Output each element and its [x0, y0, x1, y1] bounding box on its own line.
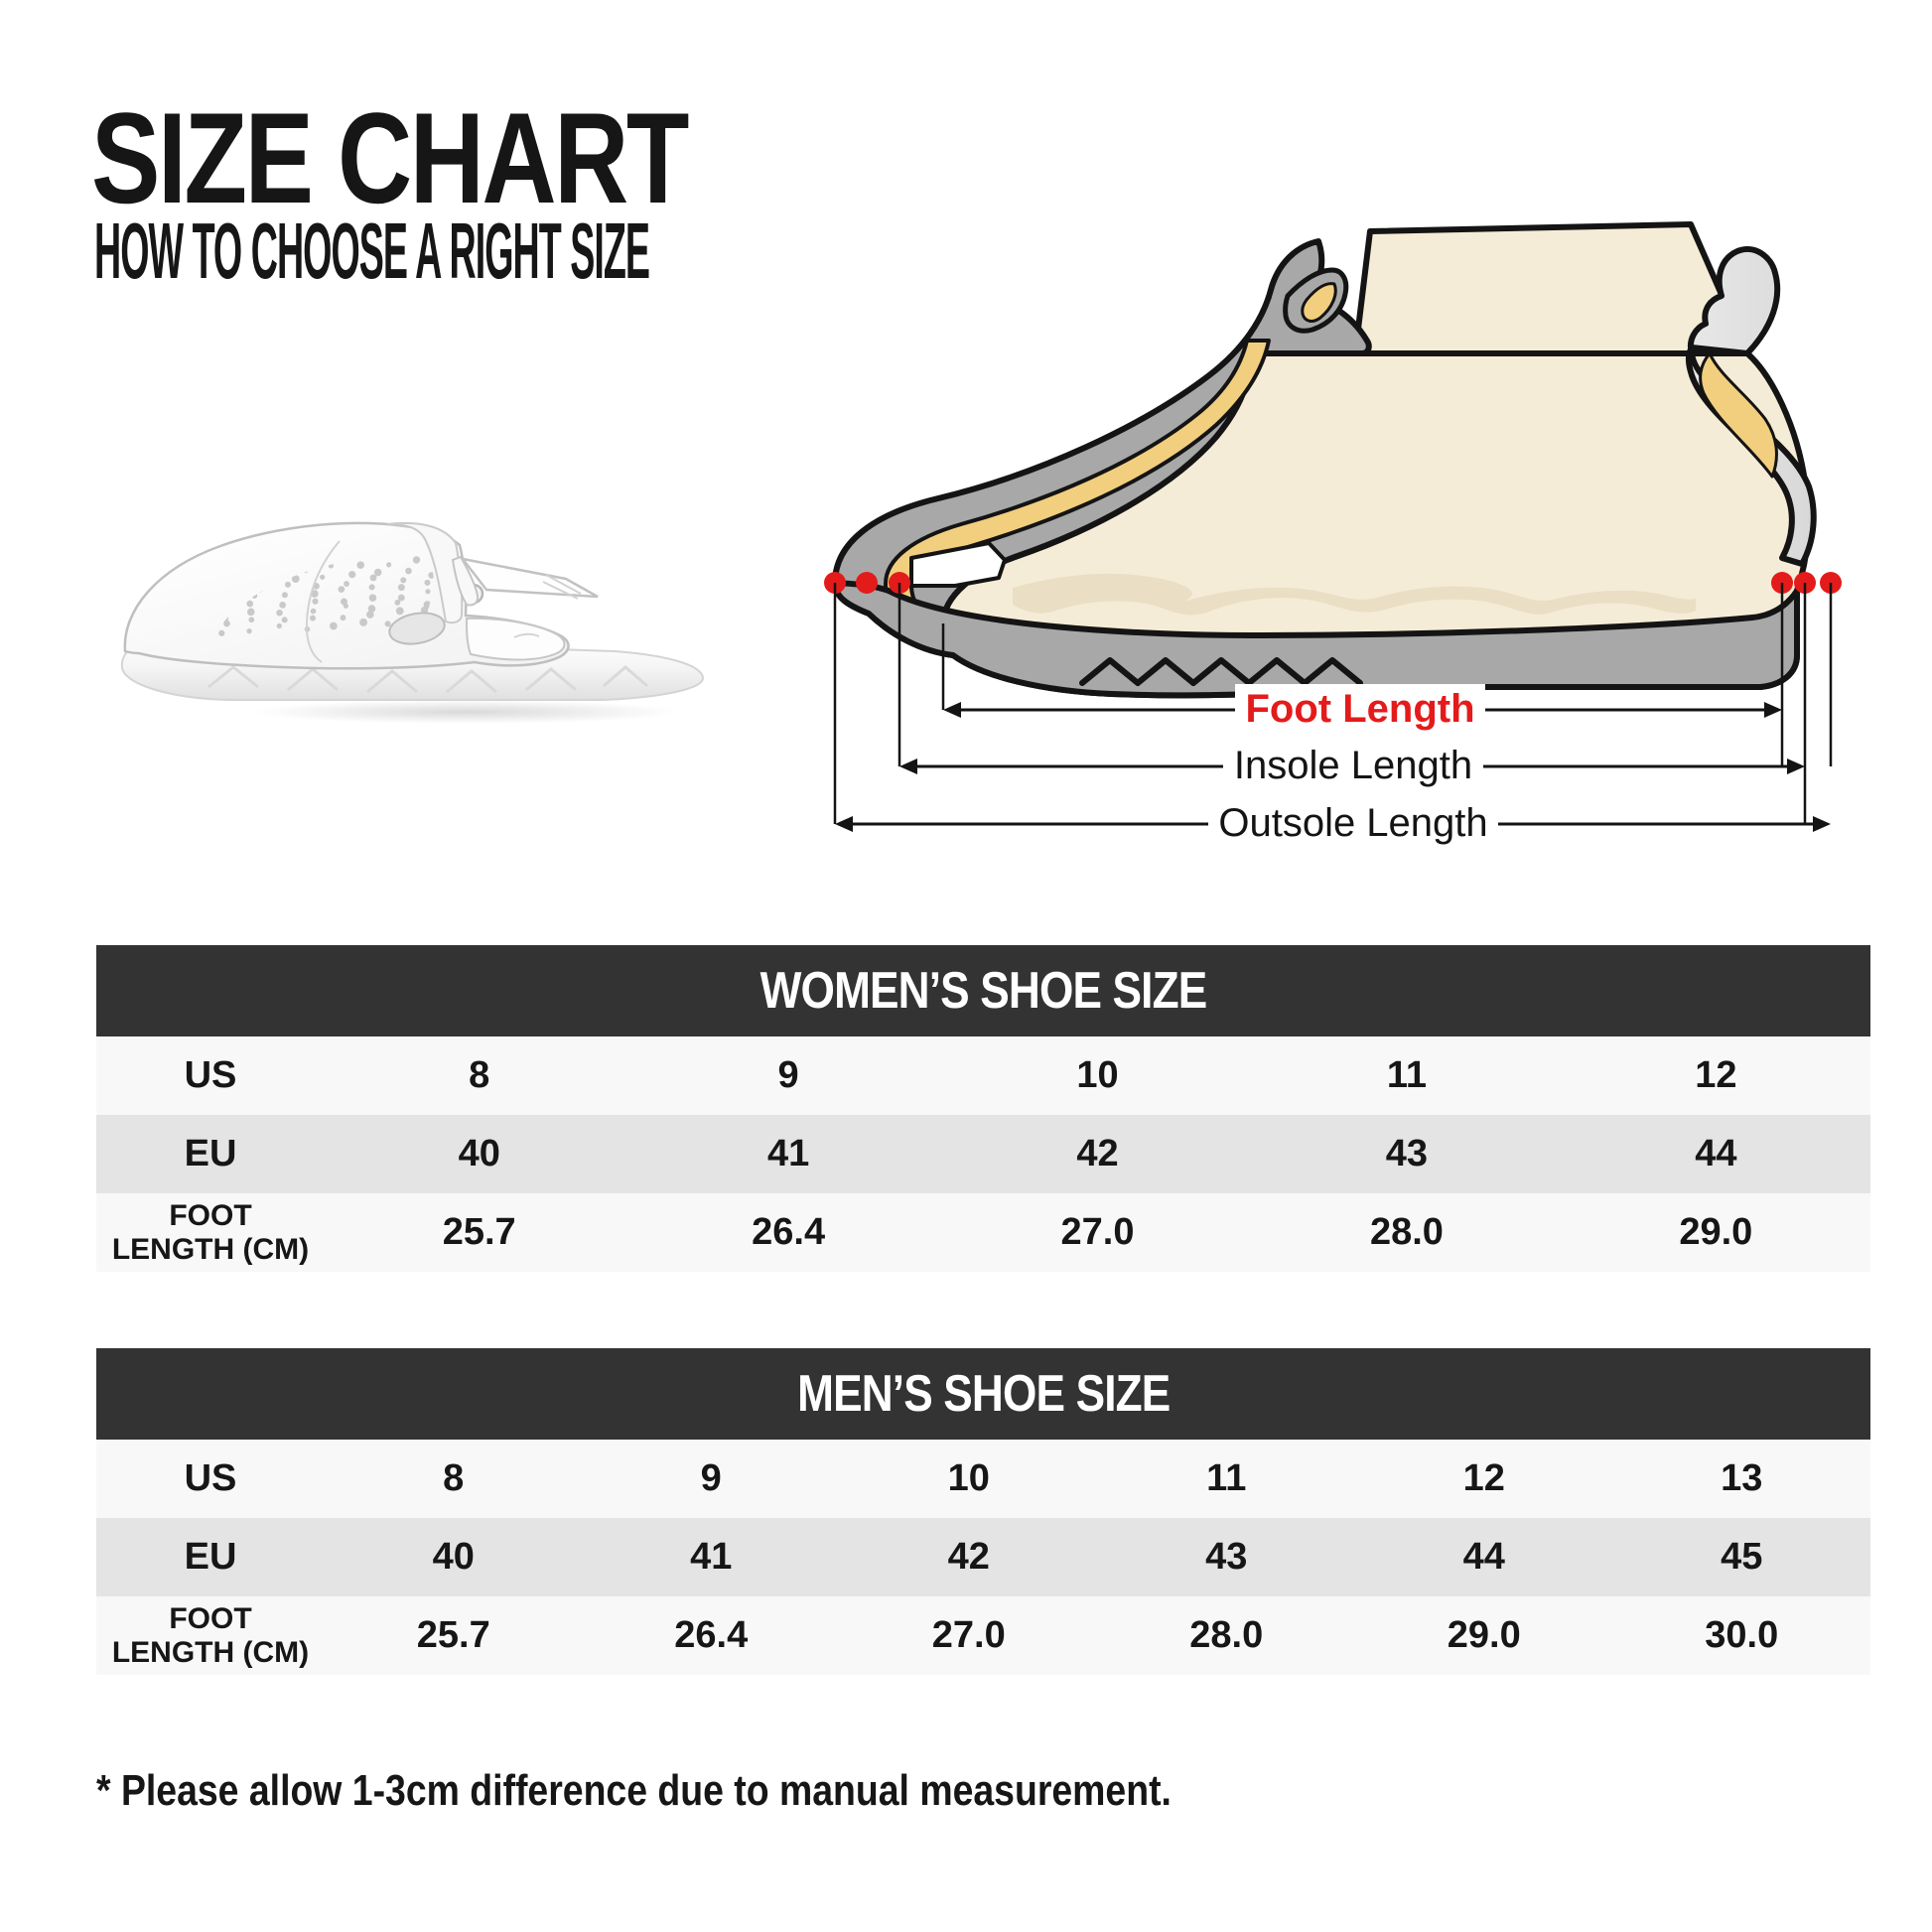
svg-text:Outsole Length: Outsole Length	[1218, 801, 1487, 845]
svg-text:Foot Length: Foot Length	[1245, 687, 1474, 731]
svg-text:Insole Length: Insole Length	[1234, 744, 1472, 787]
